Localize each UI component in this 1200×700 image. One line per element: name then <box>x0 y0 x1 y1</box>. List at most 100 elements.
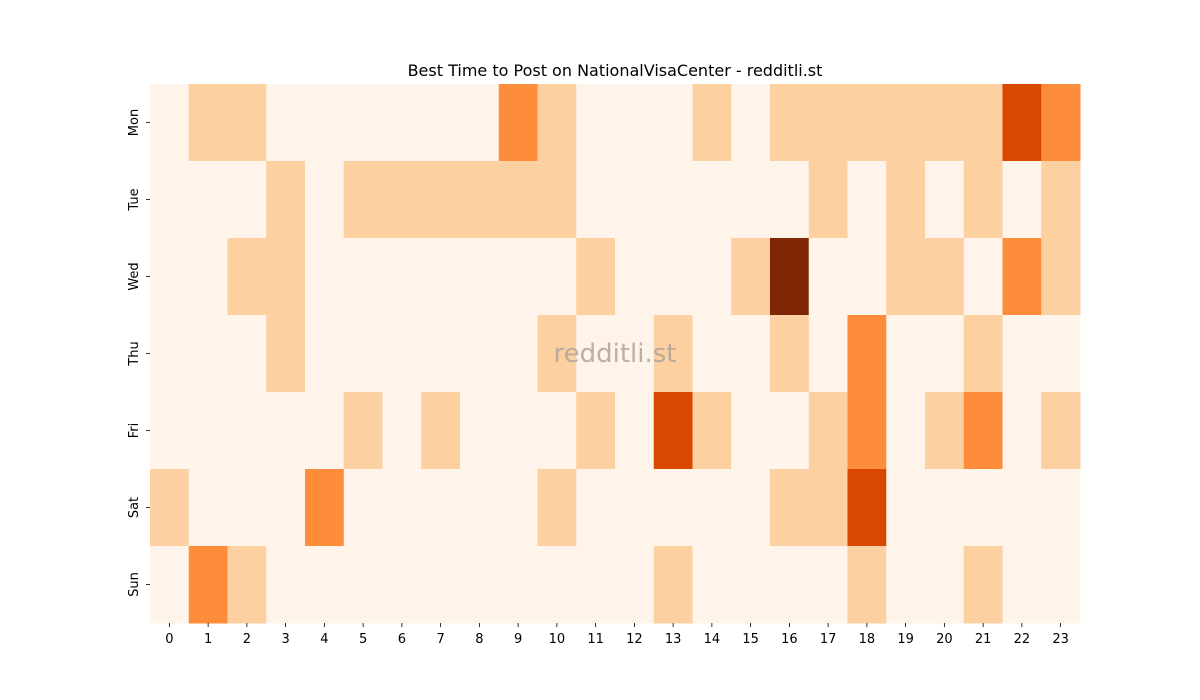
y-tick-label: Tue <box>127 188 142 211</box>
x-tick-label: 14 <box>704 632 721 647</box>
heatmap-cell-sun-4 <box>305 546 345 624</box>
heatmap-cell-sun-11 <box>576 546 616 624</box>
heatmap-cell-fri-12 <box>615 392 655 470</box>
heatmap-cell-wed-14 <box>692 238 732 316</box>
heatmap-cell-sun-22 <box>1002 546 1042 624</box>
heatmap-cell-mon-13 <box>653 84 693 162</box>
y-axis-ticks: Mon Tue Wed Thu Fri Sat Sun <box>127 109 150 597</box>
heatmap-cell-wed-16 <box>770 238 810 316</box>
heatmap-cell-sat-19 <box>886 469 926 547</box>
heatmap-cell-thu-7 <box>421 315 461 393</box>
heatmap-cell-tue-19 <box>886 161 926 239</box>
heatmap-cell-thu-20 <box>925 315 965 393</box>
heatmap-cell-mon-21 <box>963 84 1003 162</box>
heatmap-cell-sat-18 <box>847 469 887 547</box>
heatmap-cell-fri-19 <box>886 392 926 470</box>
heatmap-cell-tue-17 <box>808 161 848 239</box>
heatmap-cell-mon-9 <box>498 84 538 162</box>
heatmap-cell-tue-10 <box>537 161 577 239</box>
heatmap-cell-wed-22 <box>1002 238 1042 316</box>
heatmap-cell-wed-21 <box>963 238 1003 316</box>
x-tick-label: 0 <box>165 632 173 647</box>
heatmap-cell-fri-1 <box>188 392 228 470</box>
heatmap-cell-sat-11 <box>576 469 616 547</box>
heatmap-cell-fri-21 <box>963 392 1003 470</box>
x-tick-label: 17 <box>820 632 837 647</box>
y-tick-label: Mon <box>127 109 142 136</box>
heatmap-cell-thu-3 <box>266 315 306 393</box>
x-tick-label: 6 <box>398 632 406 647</box>
heatmap-cell-sun-2 <box>227 546 267 624</box>
y-tick-label: Sat <box>127 497 142 518</box>
heatmap-cell-tue-12 <box>615 161 655 239</box>
x-tick-label: 3 <box>281 632 289 647</box>
heatmap-cell-wed-2 <box>227 238 267 316</box>
heatmap-cell-mon-6 <box>382 84 422 162</box>
heatmap-cell-tue-11 <box>576 161 616 239</box>
heatmap-cell-sat-21 <box>963 469 1003 547</box>
heatmap-cell-sun-20 <box>925 546 965 624</box>
heatmap-cell-sun-9 <box>498 546 538 624</box>
watermark: redditli.st <box>554 339 677 369</box>
heatmap-cell-mon-23 <box>1041 84 1081 162</box>
heatmap-cell-sun-0 <box>150 546 190 624</box>
heatmap-cell-sat-5 <box>343 469 383 547</box>
heatmap-cell-wed-11 <box>576 238 616 316</box>
heatmap-cell-mon-5 <box>343 84 383 162</box>
heatmap-cell-thu-12 <box>615 315 655 393</box>
y-tick-label: Sun <box>127 572 142 597</box>
heatmap-cell-sun-6 <box>382 546 422 624</box>
heatmap-cell-sun-3 <box>266 546 306 624</box>
heatmap-cell-fri-13 <box>653 392 693 470</box>
x-tick-label: 23 <box>1052 632 1069 647</box>
heatmap-cell-sat-2 <box>227 469 267 547</box>
heatmap-cell-wed-1 <box>188 238 228 316</box>
heatmap-cell-fri-14 <box>692 392 732 470</box>
heatmap-cell-fri-7 <box>421 392 461 470</box>
y-tick-label: Wed <box>127 262 142 290</box>
heatmap-cell-fri-5 <box>343 392 383 470</box>
heatmap-cell-sat-8 <box>460 469 500 547</box>
heatmap-cell-tue-16 <box>770 161 810 239</box>
heatmap-cell-tue-13 <box>653 161 693 239</box>
heatmap-cell-fri-8 <box>460 392 500 470</box>
heatmap-cell-sun-23 <box>1041 546 1081 624</box>
heatmap-cell-thu-21 <box>963 315 1003 393</box>
heatmap-cell-sat-0 <box>150 469 190 547</box>
heatmap-cell-thu-10 <box>537 315 577 393</box>
heatmap-cell-wed-17 <box>808 238 848 316</box>
heatmap-cell-sat-15 <box>731 469 771 547</box>
x-tick-label: 4 <box>320 632 328 647</box>
heatmap-cell-sat-9 <box>498 469 538 547</box>
heatmap-cell-sat-7 <box>421 469 461 547</box>
heatmap-cell-sun-5 <box>343 546 383 624</box>
x-tick-label: 15 <box>742 632 759 647</box>
heatmap-cell-tue-18 <box>847 161 887 239</box>
heatmap-cell-sat-22 <box>1002 469 1042 547</box>
heatmap-cell-wed-19 <box>886 238 926 316</box>
x-tick-label: 20 <box>936 632 953 647</box>
heatmap-cell-fri-0 <box>150 392 190 470</box>
heatmap-cell-wed-15 <box>731 238 771 316</box>
heatmap-cell-mon-10 <box>537 84 577 162</box>
heatmap-cell-sun-14 <box>692 546 732 624</box>
x-tick-label: 13 <box>665 632 682 647</box>
x-tick-label: 9 <box>514 632 522 647</box>
heatmap-cell-thu-17 <box>808 315 848 393</box>
heatmap-cell-thu-16 <box>770 315 810 393</box>
heatmap-cell-wed-23 <box>1041 238 1081 316</box>
heatmap-cell-mon-3 <box>266 84 306 162</box>
heatmap-cell-sat-4 <box>305 469 345 547</box>
x-tick-label: 11 <box>587 632 604 647</box>
x-tick-label: 8 <box>475 632 483 647</box>
heatmap-cell-thu-18 <box>847 315 887 393</box>
heatmap-cell-tue-22 <box>1002 161 1042 239</box>
heatmap-cell-thu-4 <box>305 315 345 393</box>
heatmap-cell-mon-19 <box>886 84 926 162</box>
heatmap-cell-thu-9 <box>498 315 538 393</box>
heatmap-cell-wed-5 <box>343 238 383 316</box>
heatmap-cell-fri-18 <box>847 392 887 470</box>
heatmap-cell-mon-11 <box>576 84 616 162</box>
heatmap-cell-wed-12 <box>615 238 655 316</box>
heatmap-cell-sun-18 <box>847 546 887 624</box>
